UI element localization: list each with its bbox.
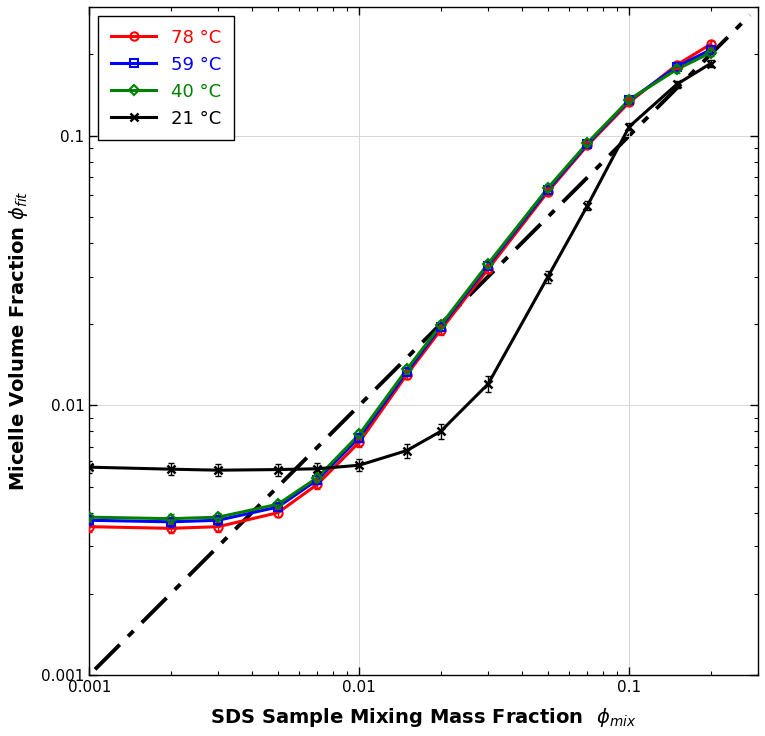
Legend: 78 °C, 59 °C, 40 °C, 21 °C: 78 °C, 59 °C, 40 °C, 21 °C — [99, 16, 233, 141]
X-axis label: SDS Sample Mixing Mass Fraction  $\phi_{mix}$: SDS Sample Mixing Mass Fraction $\phi_{m… — [210, 706, 637, 729]
Y-axis label: Micelle Volume Fraction $\phi_{fit}$: Micelle Volume Fraction $\phi_{fit}$ — [7, 191, 30, 492]
